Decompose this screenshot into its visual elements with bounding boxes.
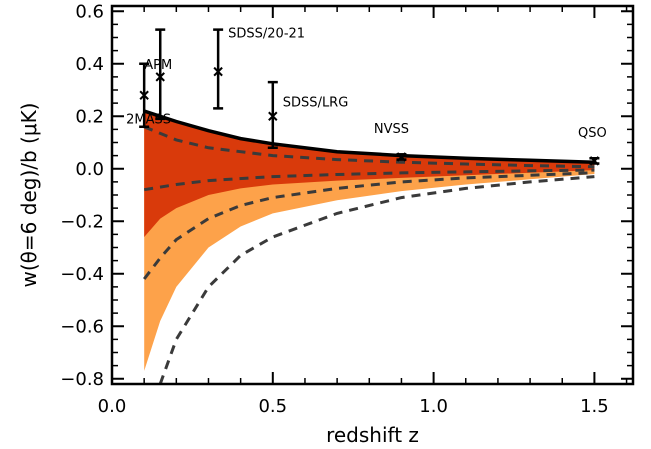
y-tick-label: −0.8 xyxy=(60,369,104,390)
y-tick-label: 0.6 xyxy=(75,1,104,22)
point-marker-b xyxy=(155,72,165,82)
data-point-sdss-20-21: SDSS/20-21 xyxy=(213,27,305,110)
data-point-sdss-lrg: SDSS/LRG xyxy=(267,80,349,149)
point-marker-b xyxy=(589,156,600,166)
dashed-curve-3 xyxy=(143,171,595,280)
data-point-nvss: NVSS xyxy=(374,122,409,162)
plot-area xyxy=(143,109,595,384)
x-tick-label: 1.5 xyxy=(580,396,609,417)
y-tick-label: 0.2 xyxy=(75,106,104,127)
data-point-apm: APM xyxy=(144,28,172,121)
y-tick-label: −0.2 xyxy=(60,211,104,232)
point-marker-b xyxy=(213,66,223,77)
point-marker-b xyxy=(396,152,407,162)
y-axis-label: w(θ=6 deg)/b (μK) xyxy=(17,103,41,288)
point-marker-b xyxy=(139,90,149,100)
y-tick-label: −0.4 xyxy=(60,264,104,285)
point-marker-b xyxy=(268,111,278,121)
x-axis-label: redshift z xyxy=(326,423,419,447)
survey-label: QSO xyxy=(578,126,607,141)
survey-label: SDSS/LRG xyxy=(283,95,349,110)
x-tick-label: 0.0 xyxy=(98,396,127,417)
survey-label: APM xyxy=(144,58,172,73)
dashed-curve-4 xyxy=(158,175,595,384)
x-tick-label: 1.0 xyxy=(419,396,448,417)
survey-label: SDSS/20-21 xyxy=(228,27,305,42)
y-tick-label: −0.6 xyxy=(60,316,104,337)
y-tick-label: 0.4 xyxy=(75,54,104,75)
dashed-curve-2 xyxy=(143,168,595,192)
survey-label: NVSS xyxy=(374,122,409,137)
dashed-curve-1 xyxy=(143,125,595,169)
x-tick-label: 0.5 xyxy=(258,396,287,417)
data-point-qso: QSO xyxy=(578,126,607,166)
y-tick-label: 0.0 xyxy=(75,159,104,180)
